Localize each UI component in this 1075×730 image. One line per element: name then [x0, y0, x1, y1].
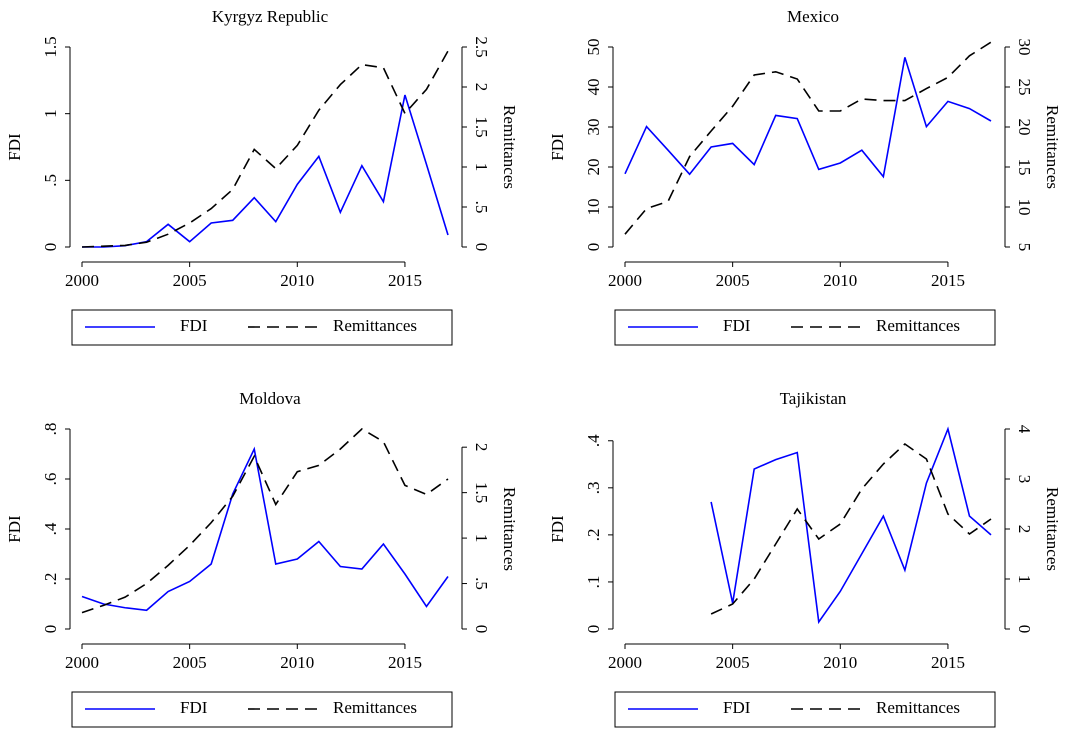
x-tick-label: 2010: [823, 271, 857, 290]
x-tick-label: 2000: [65, 653, 99, 672]
x-tick-label: 2005: [173, 271, 207, 290]
legend-label: FDI: [180, 698, 208, 717]
y2-tick-label: 2.5: [472, 36, 491, 57]
x-tick-label: 2000: [65, 271, 99, 290]
y-tick-label: 1.5: [41, 36, 60, 57]
y-tick-label: .2: [584, 529, 603, 542]
y2-tick-label: 1.5: [472, 482, 491, 503]
y-axis-title: FDI: [5, 515, 24, 543]
y2-tick-label: .5: [472, 201, 491, 214]
y-tick-label: 0: [41, 625, 60, 634]
x-tick-label: 2010: [280, 271, 314, 290]
y2-axis-title: Remittances: [1043, 105, 1062, 189]
x-tick-label: 2015: [388, 271, 422, 290]
y-tick-label: .1: [584, 576, 603, 589]
chart-panel: Kyrgyz Republic 0 .5 1 1.5 FDI 0 .5 1 1.5 2 2.5 Remi…: [5, 7, 519, 346]
y-tick-label: 10: [584, 199, 603, 216]
legend-label: Remittances: [876, 316, 960, 335]
y-axis-title: FDI: [548, 133, 567, 161]
y2-tick-label: 4: [1015, 425, 1034, 434]
x-tick-label: 2005: [173, 653, 207, 672]
y-tick-label: .4: [41, 522, 60, 535]
x-tick-label: 2010: [823, 653, 857, 672]
chart-panel: Mexico 0 10 20 30 40 50 FDI 5 10 15 20 25 30 Remittanc…: [548, 7, 1062, 346]
legend-label: FDI: [723, 698, 751, 717]
series-line: [624, 57, 992, 179]
y-tick-label: .2: [41, 573, 60, 586]
y-tick-label: .3: [584, 481, 603, 494]
y-tick-label: 0: [41, 243, 60, 252]
y2-tick-label: 30: [1015, 39, 1034, 56]
y2-tick-label: 10: [1015, 199, 1034, 216]
y2-tick-label: 2: [472, 83, 491, 92]
y-axis-title: FDI: [548, 515, 567, 543]
y-tick-label: 50: [584, 39, 603, 56]
y-tick-label: .4: [584, 434, 603, 447]
y2-tick-label: 0: [472, 243, 491, 252]
y-tick-label: .6: [41, 473, 60, 486]
y2-tick-label: 20: [1015, 119, 1034, 136]
series-line: [624, 41, 992, 235]
series-line: [710, 426, 992, 625]
y-tick-label: .5: [41, 174, 60, 187]
y-tick-label: .8: [41, 423, 60, 436]
chart-title: Kyrgyz Republic: [212, 7, 329, 26]
series-line: [81, 428, 449, 614]
legend-label: FDI: [723, 316, 751, 335]
y2-tick-label: 15: [1015, 159, 1034, 176]
y-axis-title: FDI: [5, 133, 24, 161]
legend-box: [614, 691, 996, 728]
series-line: [81, 50, 449, 248]
y-tick-label: 0: [584, 243, 603, 252]
x-tick-label: 2005: [716, 653, 750, 672]
y2-axis-title: Remittances: [500, 105, 519, 189]
y2-tick-label: 2: [1015, 525, 1034, 534]
chart-panel: Moldova 0 .2 .4 .6 .8 FDI 0 .5 1 1.5 2 Remittances 20…: [5, 389, 519, 728]
x-tick-label: 2000: [608, 653, 642, 672]
legend-label: Remittances: [333, 316, 417, 335]
y2-tick-label: .5: [472, 577, 491, 590]
y2-tick-label: 3: [1015, 475, 1034, 484]
chart-title: Moldova: [239, 389, 301, 408]
y2-tick-label: 5: [1015, 243, 1034, 252]
y2-tick-label: 1: [1015, 575, 1034, 584]
series-line: [710, 442, 992, 615]
x-tick-label: 2015: [931, 271, 965, 290]
chart-panel: Tajikistan 0 .1 .2 .3 .4 FDI 0 1 2 3 4 Remittances 20…: [548, 389, 1062, 728]
legend-label: FDI: [180, 316, 208, 335]
series-line: [81, 446, 449, 612]
legend-box: [614, 309, 996, 346]
legend-label: Remittances: [333, 698, 417, 717]
x-tick-label: 2005: [716, 271, 750, 290]
x-tick-label: 2015: [388, 653, 422, 672]
y2-tick-label: 1.5: [472, 116, 491, 137]
y-tick-label: 40: [584, 79, 603, 96]
legend-label: Remittances: [876, 698, 960, 717]
y-tick-label: 30: [584, 119, 603, 136]
series-line: [82, 94, 449, 248]
x-tick-label: 2010: [280, 653, 314, 672]
y2-tick-label: 2: [472, 443, 491, 452]
y2-tick-label: 1: [472, 534, 491, 543]
y-tick-label: 1: [41, 109, 60, 118]
chart-title: Mexico: [787, 7, 839, 26]
x-tick-label: 2015: [931, 653, 965, 672]
y-tick-label: 0: [584, 625, 603, 634]
chart-title: Tajikistan: [780, 389, 847, 408]
y-tick-label: 20: [584, 159, 603, 176]
y2-tick-label: 25: [1015, 79, 1034, 96]
y2-tick-label: 0: [472, 625, 491, 634]
x-tick-label: 2000: [608, 271, 642, 290]
y2-tick-label: 0: [1015, 625, 1034, 634]
y2-axis-title: Remittances: [500, 487, 519, 571]
y2-tick-label: 1: [472, 163, 491, 172]
y2-axis-title: Remittances: [1043, 487, 1062, 571]
